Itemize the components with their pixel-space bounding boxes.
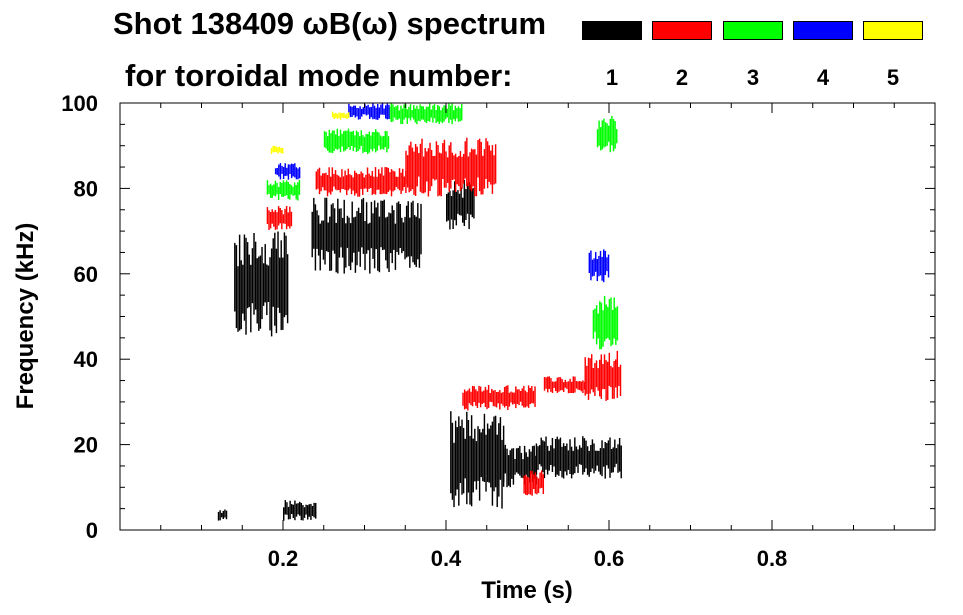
x-tick-label: 0.6 — [594, 546, 625, 571]
mode-n1-region-6 — [535, 436, 622, 479]
mode-n2-region-5 — [543, 376, 586, 394]
mode-n4-region-1 — [274, 163, 301, 180]
y-tick-label: 40 — [74, 347, 98, 372]
spectrum-regions — [217, 103, 622, 521]
chart-title: Shot 138409 ωB(ω) spectrum — [113, 6, 547, 41]
mode-n5-region-1 — [270, 145, 284, 155]
x-tick-label: 0.8 — [757, 546, 788, 571]
mode-n5-region-2 — [331, 111, 350, 120]
axis-ticks — [120, 103, 935, 530]
x-tick-label: 0.2 — [268, 546, 299, 571]
mode-n1-region-8 — [283, 500, 317, 521]
y-tick-label: 100 — [61, 91, 98, 116]
mode-n1-region-1 — [234, 231, 289, 337]
mode-n3-region-5 — [596, 115, 618, 153]
y-axis-label: Frequency (kHz) — [12, 223, 39, 410]
mode-n4-region-2 — [348, 103, 390, 120]
mode-n3-region-2 — [323, 128, 390, 155]
mode-n2-region-3 — [405, 137, 497, 197]
legend-label-n1: 1 — [605, 65, 619, 90]
legend-swatch-n2 — [652, 21, 712, 40]
legend-label-n5: 5 — [886, 65, 900, 90]
mode-n2-region-7 — [523, 470, 545, 496]
mode-n2-region-2 — [315, 167, 407, 197]
y-tick-label: 20 — [74, 433, 98, 458]
axis-tick-labels: 0.2 0.4 0.6 0.8 0 20 40 60 80 100 — [61, 91, 787, 571]
mode-n3-region-3 — [388, 103, 463, 125]
mode-n2-region-1 — [266, 206, 293, 230]
chart-subtitle: for toroidal mode number: — [125, 58, 513, 93]
x-axis-label: Time (s) — [481, 577, 573, 604]
y-tick-label: 0 — [86, 518, 98, 543]
mode-n3-region-1 — [266, 179, 301, 201]
legend-swatch-n4 — [793, 21, 853, 40]
mode-n1-region-4 — [450, 411, 505, 509]
legend-swatch-n3 — [723, 21, 783, 40]
mode-n1-region-3 — [446, 180, 475, 230]
mode-n2-region-6 — [584, 350, 622, 401]
legend-swatch-n1 — [582, 21, 642, 40]
legend-label-n3: 3 — [746, 65, 760, 90]
mode-n1-region-5 — [503, 444, 537, 488]
mode-n4-region-3 — [588, 249, 610, 283]
y-tick-label: 60 — [74, 262, 98, 287]
x-tick-label: 0.4 — [431, 546, 462, 571]
legend-label-n4: 4 — [816, 65, 830, 90]
legend-swatch-n5 — [863, 21, 923, 40]
mode-n1-region-7 — [217, 509, 228, 521]
y-tick-label: 80 — [74, 176, 98, 201]
mode-n2-region-4 — [462, 385, 536, 411]
mode-n1-region-2 — [311, 197, 422, 274]
legend-label-n2: 2 — [675, 65, 689, 90]
mode-n3-region-4 — [592, 295, 619, 350]
